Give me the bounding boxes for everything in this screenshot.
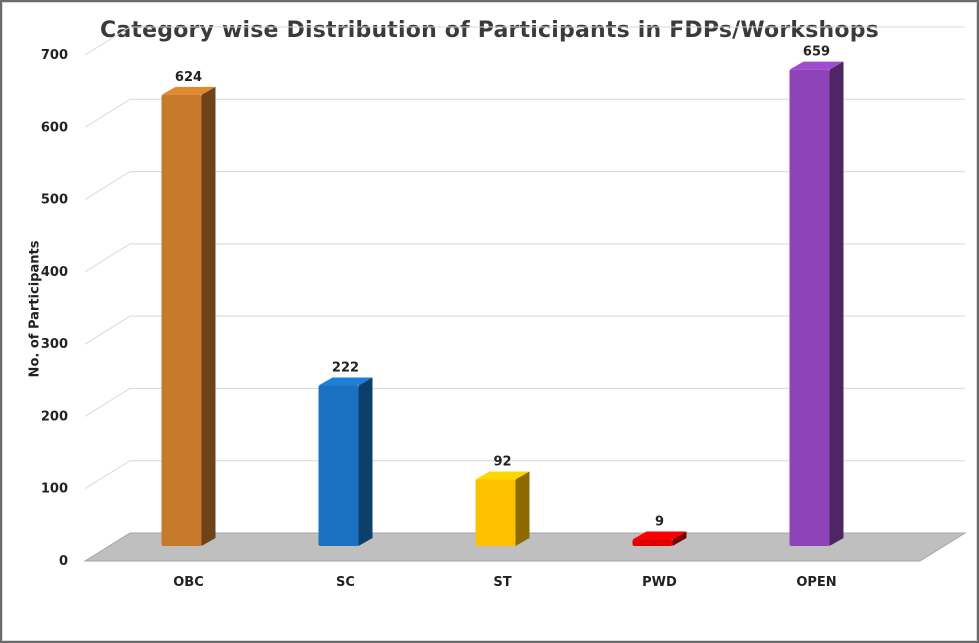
data-label-obc: 624 (175, 70, 202, 85)
gridline-side (84, 26, 131, 56)
x-tick-label-obc: OBC (173, 575, 204, 590)
bar-side-open (829, 61, 844, 546)
y-tick-label: 500 (41, 193, 68, 208)
y-tick-label: 700 (41, 48, 68, 63)
x-tick-label-open: OPEN (796, 575, 836, 590)
bar-side-pwd (672, 531, 687, 546)
gridline-side (84, 460, 131, 490)
bar-sc (318, 385, 359, 546)
y-tick-label: 300 (41, 337, 68, 352)
data-label-sc: 222 (332, 361, 359, 376)
x-tick-label-pwd: PWD (642, 575, 677, 590)
data-label-st: 92 (493, 454, 511, 469)
bar-top-pwd (632, 531, 687, 540)
bar-top-open (789, 61, 844, 70)
x-tick-label-sc: SC (336, 575, 355, 590)
data-label-pwd: 9 (655, 514, 664, 529)
chart-title: Category wise Distribution of Participan… (100, 18, 879, 43)
bar-side-obc (201, 86, 216, 547)
bar-obc (161, 94, 202, 547)
x-tick-label-st: ST (493, 575, 511, 590)
bar-top-sc (318, 377, 373, 386)
chart-floor (83, 532, 967, 562)
y-tick-label: 400 (41, 265, 68, 280)
y-tick-label: 0 (59, 554, 68, 569)
gridline-side (84, 315, 131, 345)
bar-side-sc (358, 377, 373, 546)
bar-open (789, 69, 830, 546)
bar-pwd (632, 539, 673, 546)
data-label-open: 659 (803, 45, 830, 60)
bar-st (475, 479, 516, 546)
y-tick-label: 100 (41, 482, 68, 497)
bar-top-st (475, 471, 530, 480)
bar-top-obc (161, 86, 216, 95)
gridline-side (84, 388, 131, 417)
gridline-side (84, 243, 131, 273)
gridline-side (84, 98, 131, 128)
y-tick-label: 200 (41, 409, 68, 424)
gridline-side (84, 171, 131, 200)
y-tick-label: 600 (41, 120, 68, 135)
bar-side-st (515, 471, 530, 546)
